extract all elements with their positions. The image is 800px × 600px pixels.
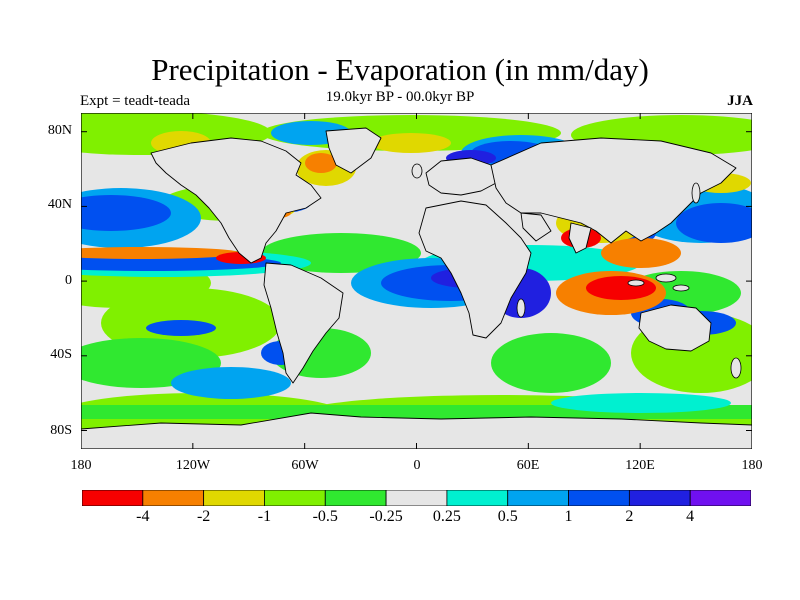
lon-label-120w: 120W [175, 458, 211, 473]
lat-label-80n: 80N [47, 123, 72, 138]
colorbar-label: -0.5 [312, 508, 338, 525]
colorbar-swatch [82, 490, 144, 506]
world-map [81, 113, 752, 449]
lon-label-180w: 180 [70, 458, 92, 473]
colorbar-swatch [446, 490, 509, 506]
colorbar-swatch [568, 490, 630, 506]
colorbar [82, 490, 751, 506]
colorbar-label: -2 [196, 508, 211, 525]
map-title: Precipitation - Evaporation (in mm/day) [151, 52, 649, 87]
colorbar-label: -1 [257, 508, 272, 525]
lat-label-40n: 40N [47, 197, 72, 212]
lat-label-equator: 0 [65, 273, 72, 288]
colorbar-label: 4 [686, 508, 695, 525]
colorbar-swatch [264, 490, 326, 506]
lon-label-120e: 120E [625, 458, 655, 473]
colorbar-swatch [324, 490, 387, 506]
colorbar-swatch [689, 490, 751, 506]
coastlines [81, 127, 752, 449]
colorbar-label: -4 [136, 508, 150, 525]
colorbar-swatch [203, 490, 265, 506]
colorbar-label: 1 [564, 508, 573, 525]
colorbar-label: 0.25 [432, 508, 461, 525]
colorbar-label: 0.5 [497, 508, 518, 525]
colorbar-swatch [385, 490, 448, 506]
colorbar-label: -0.25 [369, 508, 403, 525]
map-subtitle: 19.0kyr BP - 00.0kyr BP [325, 89, 475, 105]
experiment-label: Expt = teadt-teada [80, 93, 191, 109]
lon-label-60e: 60E [516, 458, 540, 473]
islands [411, 163, 742, 379]
colorbar-label: 2 [625, 508, 634, 525]
lon-label-180e: 180 [741, 458, 763, 473]
lon-label-60w: 60W [291, 458, 319, 473]
axis-ticks [81, 113, 752, 449]
colorbar-swatch [507, 490, 569, 506]
colorbar-swatch [142, 490, 205, 506]
lon-label-0: 0 [413, 458, 421, 473]
season-label: JJA [727, 93, 753, 109]
colorbar-swatch [628, 490, 691, 506]
lat-label-40s: 40S [50, 347, 72, 362]
lat-label-80s: 80S [50, 423, 72, 438]
